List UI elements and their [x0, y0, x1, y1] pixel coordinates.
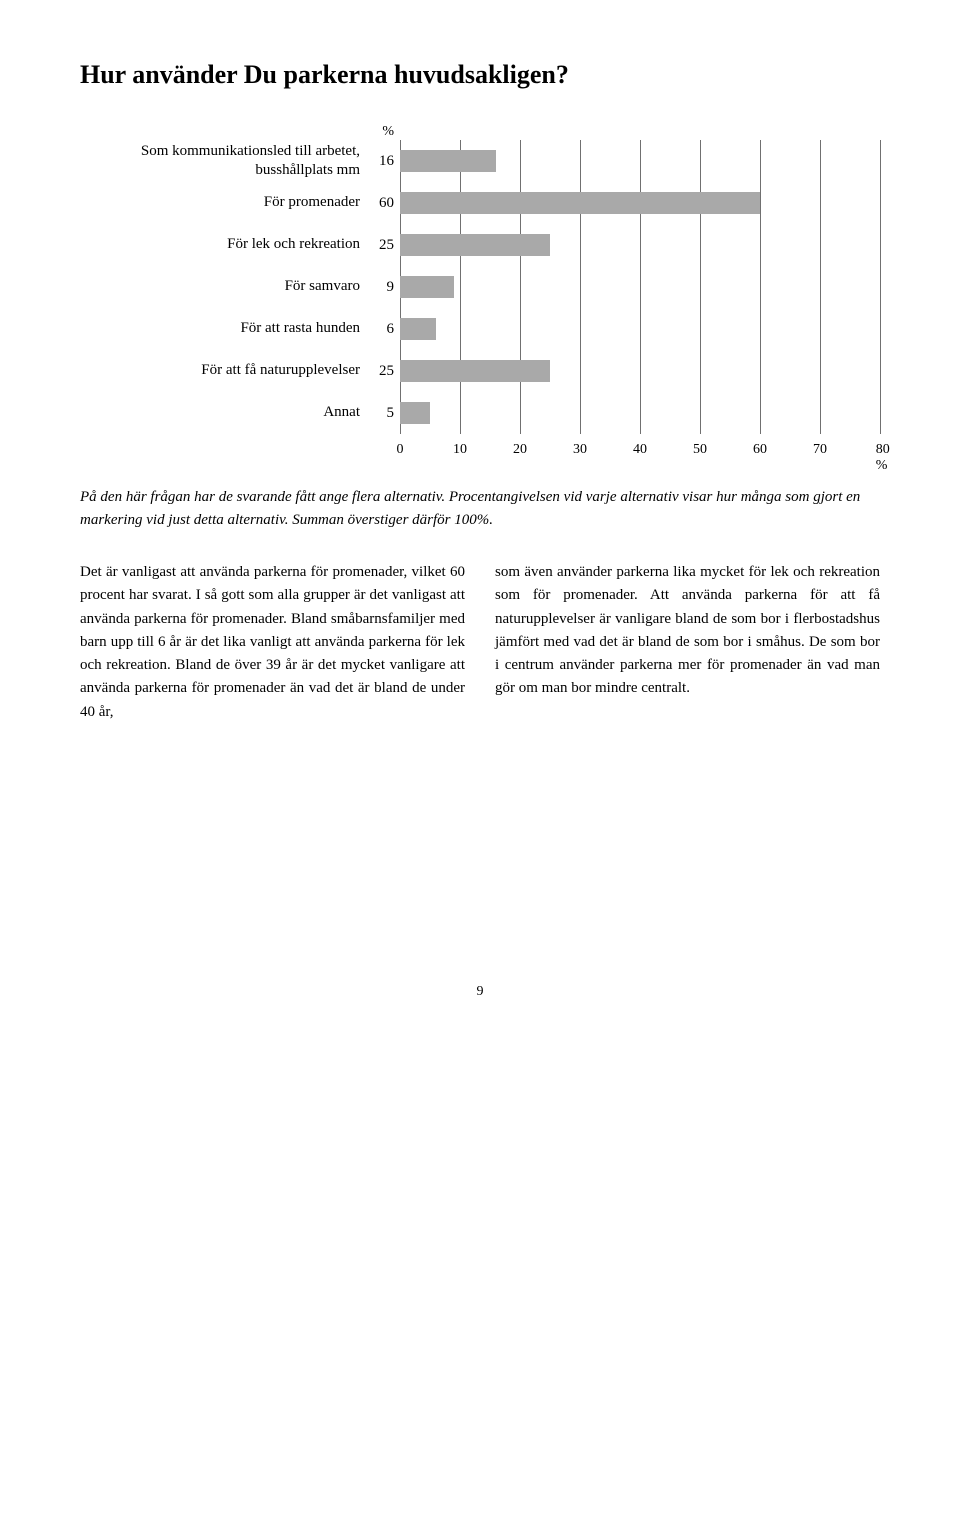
- bar: [400, 318, 436, 340]
- x-axis: 01020304050607080 %: [80, 442, 880, 466]
- chart-row: För lek och rekreation25: [80, 224, 880, 266]
- chart-row: För att rasta hunden6: [80, 308, 880, 350]
- row-label: Som kommunikationsled till arbetet, buss…: [80, 142, 370, 181]
- percent-symbol: %: [370, 124, 400, 140]
- row-label: För promenader: [80, 193, 370, 213]
- bar: [400, 150, 496, 172]
- chart-row: För promenader60: [80, 182, 880, 224]
- x-tick: 10: [453, 442, 467, 458]
- x-tick: 20: [513, 442, 527, 458]
- body-text: Det är vanligast att använda parkerna fö…: [80, 561, 880, 724]
- row-label: För samvaro: [80, 277, 370, 297]
- row-value: 16: [370, 153, 400, 170]
- body-col-1: Det är vanligast att använda parkerna fö…: [80, 561, 465, 724]
- chart-row: Annat5: [80, 392, 880, 434]
- page-title: Hur använder Du parkerna huvudsakligen?: [80, 60, 880, 90]
- row-label: För att rasta hunden: [80, 319, 370, 339]
- row-label: För lek och rekreation: [80, 235, 370, 255]
- chart-row: Som kommunikationsled till arbetet, buss…: [80, 140, 880, 182]
- row-value: 5: [370, 405, 400, 422]
- row-label: Annat: [80, 403, 370, 423]
- bar: [400, 234, 550, 256]
- row-value: 25: [370, 237, 400, 254]
- chart-caption: På den här frågan har de svarande fått a…: [80, 486, 880, 531]
- percent-header: %: [80, 120, 880, 140]
- x-tick: 0: [397, 442, 404, 458]
- x-tick: 60: [753, 442, 767, 458]
- x-tick: 40: [633, 442, 647, 458]
- x-tick: 30: [573, 442, 587, 458]
- bar: [400, 360, 550, 382]
- chart-row: För att få naturupplevelser25: [80, 350, 880, 392]
- row-value: 9: [370, 279, 400, 296]
- x-tick: 80 %: [876, 442, 890, 474]
- bar-chart: % Som kommunikationsled till arbetet, bu…: [80, 120, 880, 466]
- x-tick: 70: [813, 442, 827, 458]
- body-col-2: som även använder parkerna lika mycket f…: [495, 561, 880, 724]
- x-tick: 50: [693, 442, 707, 458]
- bar: [400, 192, 760, 214]
- bar: [400, 402, 430, 424]
- page-number: 9: [80, 984, 880, 1000]
- chart-row: För samvaro9: [80, 266, 880, 308]
- row-value: 25: [370, 363, 400, 380]
- bar: [400, 276, 454, 298]
- row-label: För att få naturupplevelser: [80, 361, 370, 381]
- row-value: 60: [370, 195, 400, 212]
- row-value: 6: [370, 321, 400, 338]
